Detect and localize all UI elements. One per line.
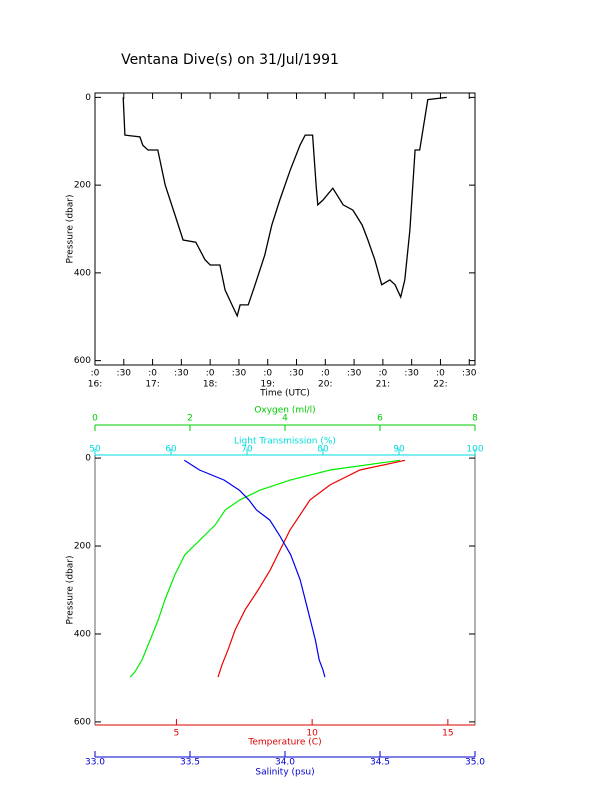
x-axis-label: Oxygen (ml/l) bbox=[254, 406, 315, 416]
x-tick-label: 34.5 bbox=[370, 758, 390, 768]
x-tick-label: 5 bbox=[174, 729, 180, 739]
x-tick-label: :0 bbox=[378, 369, 387, 379]
y-tick-label: 400 bbox=[74, 629, 91, 639]
x-tick-label: :0 bbox=[321, 369, 330, 379]
x-tick-label: 34.0 bbox=[275, 758, 295, 768]
x-tick-hour-label: 16: bbox=[88, 380, 102, 390]
x-tick-hour-label: 20: bbox=[318, 380, 332, 390]
x-tick-label: 80 bbox=[317, 445, 329, 455]
x-tick-hour-label: 17: bbox=[145, 380, 159, 390]
x-tick-label: 60 bbox=[165, 445, 177, 455]
x-tick-label: :30 bbox=[347, 369, 362, 379]
x-tick-label: 90 bbox=[393, 445, 405, 455]
profile-line bbox=[129, 459, 400, 678]
x-tick-hour-label: 21: bbox=[376, 380, 390, 390]
x-axis-label: Salinity (psu) bbox=[255, 768, 314, 778]
x-tick-label: 10 bbox=[306, 729, 318, 739]
x-tick-label: :0 bbox=[206, 369, 215, 379]
x-tick-label: 6 bbox=[377, 414, 383, 424]
profile-line bbox=[183, 459, 326, 678]
y-axis-label: Pressure (dbar) bbox=[66, 195, 76, 264]
y-tick-label: 600 bbox=[74, 356, 91, 366]
x-tick-label: 4 bbox=[282, 414, 288, 424]
x-tick-label: :0 bbox=[263, 369, 272, 379]
x-tick-hour-label: 18: bbox=[203, 380, 217, 390]
x-tick-label: :30 bbox=[289, 369, 304, 379]
profile-line bbox=[217, 459, 406, 678]
chart-title: Ventana Dive(s) on 31/Jul/1991 bbox=[121, 52, 339, 68]
x-tick-label: 100 bbox=[466, 445, 483, 455]
x-tick-label: :0 bbox=[91, 369, 100, 379]
x-tick-label: :30 bbox=[117, 369, 132, 379]
x-tick-label: 15 bbox=[442, 729, 453, 739]
plot-frame bbox=[94, 454, 476, 726]
x-tick-hour-label: 19: bbox=[260, 380, 274, 390]
x-tick-label: 50 bbox=[89, 445, 101, 455]
x-tick-label: :30 bbox=[174, 369, 189, 379]
y-tick-label: 0 bbox=[85, 454, 91, 464]
x-tick-label: :0 bbox=[148, 369, 157, 379]
x-axis-label: Temperature (C) bbox=[247, 738, 321, 748]
dive-line bbox=[122, 96, 447, 318]
y-tick-label: 0 bbox=[85, 93, 91, 103]
plot-frame bbox=[94, 92, 476, 366]
x-axis-label: Light Transmission (%) bbox=[234, 437, 336, 447]
x-tick-label: 2 bbox=[187, 414, 193, 424]
x-tick-label: :30 bbox=[404, 369, 419, 379]
x-tick-label: 0 bbox=[92, 414, 98, 424]
x-tick-hour-label: 22: bbox=[433, 380, 447, 390]
x-tick-label: 70 bbox=[241, 445, 253, 455]
x-tick-label: :30 bbox=[232, 369, 247, 379]
x-tick-label: 33.0 bbox=[85, 758, 105, 768]
y-tick-label: 200 bbox=[74, 181, 91, 191]
y-tick-label: 600 bbox=[74, 717, 91, 727]
y-tick-label: 400 bbox=[74, 268, 91, 278]
x-tick-label: 35.0 bbox=[465, 758, 485, 768]
x-axis-label: Time (UTC) bbox=[259, 389, 310, 399]
x-tick-label: :30 bbox=[462, 369, 477, 379]
y-axis-label: Pressure (dbar) bbox=[66, 556, 76, 625]
x-tick-label: :0 bbox=[436, 369, 445, 379]
x-tick-label: 33.5 bbox=[180, 758, 200, 768]
x-tick-label: 8 bbox=[472, 414, 478, 424]
y-tick-label: 200 bbox=[74, 542, 91, 552]
